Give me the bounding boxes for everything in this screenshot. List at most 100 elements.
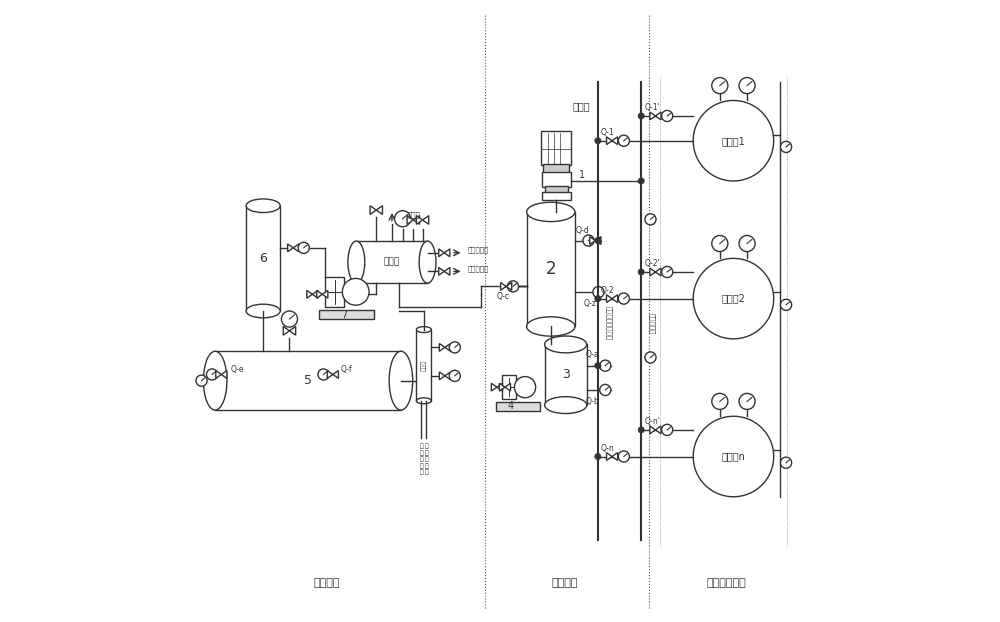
Text: 冷却水出口: 冷却水出口 <box>468 246 489 253</box>
Polygon shape <box>501 282 506 290</box>
Polygon shape <box>221 371 227 378</box>
Polygon shape <box>312 290 318 298</box>
Ellipse shape <box>203 351 227 410</box>
Polygon shape <box>607 137 612 144</box>
Polygon shape <box>370 206 376 215</box>
Polygon shape <box>283 327 289 335</box>
Polygon shape <box>505 383 511 391</box>
Text: Q-d: Q-d <box>575 226 589 235</box>
Text: 改性釜2: 改性釜2 <box>722 294 745 304</box>
Circle shape <box>318 369 329 380</box>
Ellipse shape <box>527 202 575 221</box>
Ellipse shape <box>545 397 587 414</box>
Circle shape <box>618 135 629 146</box>
Polygon shape <box>655 268 661 276</box>
Ellipse shape <box>416 327 431 333</box>
Polygon shape <box>650 112 655 120</box>
Polygon shape <box>491 383 497 391</box>
Circle shape <box>645 214 656 225</box>
Circle shape <box>600 384 611 396</box>
Bar <box>496 402 540 411</box>
Circle shape <box>281 311 298 327</box>
Text: Q-n': Q-n' <box>644 417 660 426</box>
Polygon shape <box>607 295 612 302</box>
Bar <box>416 330 431 401</box>
Circle shape <box>638 178 644 184</box>
Polygon shape <box>655 426 661 434</box>
Text: 出液口: 出液口 <box>407 211 420 218</box>
Polygon shape <box>590 236 595 244</box>
Polygon shape <box>333 371 338 378</box>
Text: 抽真空: 抽真空 <box>572 101 590 112</box>
Text: 改性釜n: 改性釜n <box>722 452 745 462</box>
Polygon shape <box>444 267 450 276</box>
Polygon shape <box>650 268 655 276</box>
Polygon shape <box>497 383 502 391</box>
Circle shape <box>645 352 656 363</box>
Polygon shape <box>317 290 322 298</box>
Circle shape <box>781 457 792 468</box>
Circle shape <box>662 110 673 121</box>
Circle shape <box>593 287 604 298</box>
Polygon shape <box>607 453 612 460</box>
Text: Q-n: Q-n <box>601 444 615 453</box>
Bar <box>325 277 344 307</box>
Circle shape <box>514 376 536 397</box>
Polygon shape <box>216 371 221 378</box>
Text: 冷却水进口: 冷却水进口 <box>468 265 489 272</box>
Ellipse shape <box>389 351 413 410</box>
Circle shape <box>595 137 601 144</box>
Circle shape <box>638 427 644 433</box>
Text: 1: 1 <box>579 170 585 180</box>
Text: 3: 3 <box>562 368 570 381</box>
Circle shape <box>693 258 774 339</box>
Text: Q-1': Q-1' <box>644 103 660 113</box>
Text: 抽真空总线: 抽真空总线 <box>649 313 655 334</box>
Circle shape <box>449 342 460 353</box>
Polygon shape <box>376 206 382 215</box>
Ellipse shape <box>246 304 280 318</box>
Ellipse shape <box>527 317 575 336</box>
Polygon shape <box>444 249 450 257</box>
Circle shape <box>618 451 629 462</box>
Circle shape <box>781 299 792 310</box>
Circle shape <box>595 238 601 244</box>
Circle shape <box>595 363 601 369</box>
Text: 冷却器: 冷却器 <box>421 360 427 371</box>
Polygon shape <box>612 453 618 460</box>
Circle shape <box>600 360 611 371</box>
Text: Q-a: Q-a <box>586 350 600 359</box>
Polygon shape <box>307 290 312 298</box>
Ellipse shape <box>419 241 436 283</box>
Circle shape <box>507 281 519 292</box>
Bar <box>541 131 571 165</box>
Circle shape <box>693 416 774 497</box>
Circle shape <box>196 375 207 386</box>
Polygon shape <box>612 137 618 144</box>
Polygon shape <box>423 216 429 225</box>
Circle shape <box>712 393 728 409</box>
Polygon shape <box>413 216 420 225</box>
Polygon shape <box>445 372 450 380</box>
Polygon shape <box>655 112 661 120</box>
Polygon shape <box>407 216 413 225</box>
Circle shape <box>662 424 673 435</box>
Circle shape <box>298 242 309 253</box>
Circle shape <box>638 113 644 119</box>
Ellipse shape <box>246 199 280 213</box>
Polygon shape <box>416 216 423 225</box>
Text: Q-c: Q-c <box>497 292 510 301</box>
Polygon shape <box>612 295 618 302</box>
Circle shape <box>693 101 774 181</box>
Bar <box>527 212 575 327</box>
Text: Q-2: Q-2 <box>601 286 615 295</box>
Circle shape <box>662 266 673 277</box>
Circle shape <box>395 211 411 227</box>
Bar <box>502 376 516 399</box>
Text: 5: 5 <box>304 374 312 387</box>
Polygon shape <box>445 343 450 351</box>
Text: Q-1: Q-1 <box>601 128 615 137</box>
Text: Q-f: Q-f <box>341 365 352 374</box>
Circle shape <box>449 370 460 381</box>
Polygon shape <box>650 426 655 434</box>
